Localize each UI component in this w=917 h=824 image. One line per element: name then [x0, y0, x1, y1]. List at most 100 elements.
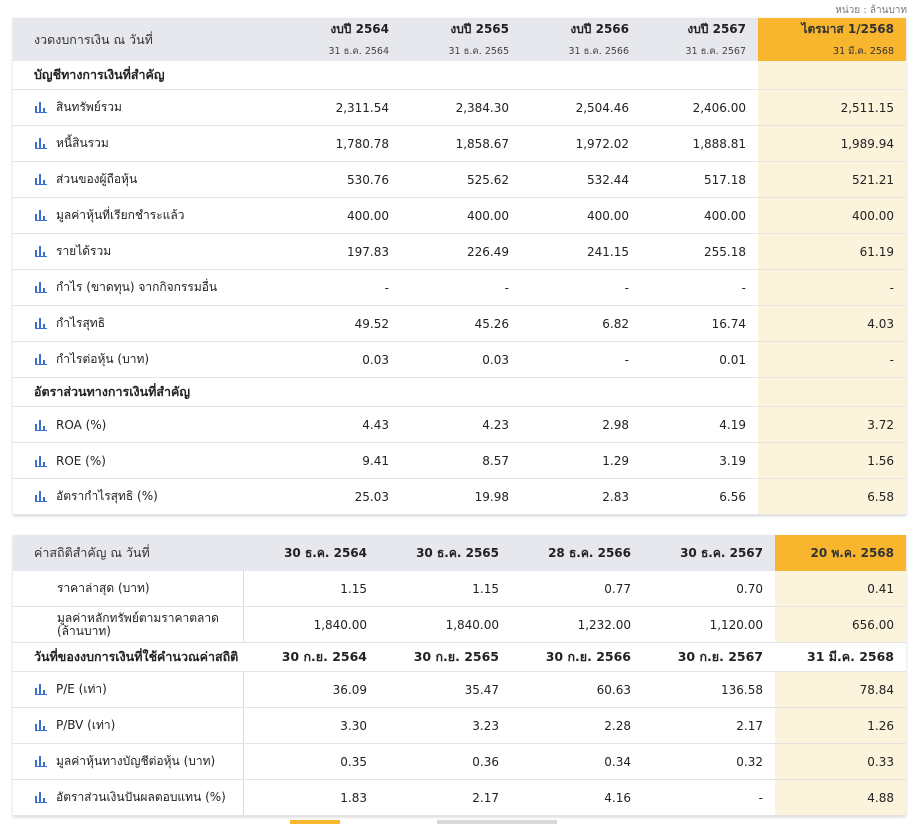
cell-value: 8.57: [401, 442, 521, 479]
cell-value: 1,840.00: [243, 606, 379, 643]
bar-chart-icon[interactable]: [35, 210, 49, 221]
table-row: ROA (%) 4.43 4.23 2.98 4.19 3.72: [13, 406, 906, 443]
statistics-header-row: ค่าสถิติสำคัญ ณ วันที่ 30 ธ.ค. 2564 30 ธ…: [13, 535, 906, 571]
stat-date-5: 20 พ.ค. 2568: [775, 535, 906, 571]
cell-value: 35.47: [379, 671, 511, 708]
cell-value: 1.29: [521, 442, 641, 479]
cell-value: 1,232.00: [511, 606, 643, 643]
cell-value: 656.00: [775, 606, 906, 643]
cell-value: 49.52: [279, 305, 401, 342]
cell-value: 241.15: [521, 233, 641, 270]
table-row: มูลค่าหุ้นทางบัญชีต่อหุ้น (บาท) 0.35 0.36 0…: [13, 743, 906, 780]
bar-chart-icon[interactable]: [35, 455, 49, 467]
cell-value: 2.17: [643, 707, 775, 744]
cell-value: 400.00: [641, 197, 758, 234]
table-row: มูลค่าหลักทรัพย์ตามราคาตลาด (ล้านบาท) 1,8…: [13, 606, 906, 643]
cell-value: 3.72: [758, 406, 906, 443]
cell-value: -: [643, 779, 775, 816]
period-header-label: งวดงบการเงิน ณ วันที่: [13, 18, 279, 61]
row-label: P/BV (เท่า): [56, 718, 116, 732]
cell-value: 0.33: [775, 743, 906, 780]
financial-rows: สินทรัพย์รวม 2,311.54 2,384.30 2,504.46 2,40…: [13, 89, 906, 378]
stat-rows-price: ราคาล่าสุด (บาท) 1.15 1.15 0.77 0.70 0.41 มูลค…: [13, 571, 906, 643]
table-row: มูลค่าหุ้นที่เรียกชำระแล้ว 400.00 400.00 40…: [13, 197, 906, 234]
cell-value: 2.98: [521, 406, 641, 443]
cell-value: 0.70: [643, 571, 775, 607]
table-row: P/E (เท่า) 36.09 35.47 60.63 136.58 78.84: [13, 671, 906, 708]
cell-value: 3.19: [641, 442, 758, 479]
table-row: รายได้รวม 197.83 226.49 241.15 255.18 61.19: [13, 233, 906, 270]
bar-chart-icon[interactable]: [35, 318, 49, 329]
bar-chart-icon[interactable]: [35, 246, 49, 257]
cell-value: 530.76: [279, 161, 401, 198]
row-label: ROA (%): [56, 417, 107, 432]
row-label: หนี้สินรวม: [56, 136, 109, 150]
cell-value: 400.00: [758, 197, 906, 234]
cell-value: 400.00: [401, 197, 521, 234]
table-row: กำไร (ขาดทุน) จากกิจกรรมอื่น - - - - -: [13, 269, 906, 306]
cell-value: 0.01: [641, 341, 758, 378]
cell-value: 9.41: [279, 442, 401, 479]
cell-value: 525.62: [401, 161, 521, 198]
cell-value: 255.18: [641, 233, 758, 270]
bar-chart-icon[interactable]: [35, 354, 49, 365]
stat-date-4: 30 ธ.ค. 2567: [643, 535, 775, 571]
cell-value: 2.17: [379, 779, 511, 816]
table-row: กำไรสุทธิ 49.52 45.26 6.82 16.74 4.03: [13, 305, 906, 342]
row-label: ส่วนของผู้ถือหุ้น: [56, 172, 138, 186]
bar-chart-icon[interactable]: [35, 720, 49, 731]
cell-value: -: [401, 269, 521, 306]
period-col-2: งบปี 2565 31 ธ.ค. 2565: [401, 18, 521, 61]
cell-value: -: [521, 269, 641, 306]
stat-date-2: 30 ธ.ค. 2565: [379, 535, 511, 571]
section-financial-accounts: บัญชีทางการเงินที่สำคัญ: [13, 61, 906, 90]
bar-chart-icon[interactable]: [35, 282, 49, 293]
cell-value: 3.30: [243, 707, 379, 744]
bar-chart-icon[interactable]: [35, 138, 49, 149]
cell-value: 0.03: [279, 341, 401, 378]
cell-value: 0.32: [643, 743, 775, 780]
cell-value: 517.18: [641, 161, 758, 198]
row-label: ราคาล่าสุด (บาท): [57, 581, 150, 595]
row-label: มูลค่าหุ้นทางบัญชีต่อหุ้น (บาท): [56, 754, 216, 768]
cell-value: 3.23: [379, 707, 511, 744]
cell-value: 1,780.78: [279, 125, 401, 162]
bar-chart-icon[interactable]: [35, 684, 49, 695]
financial-header-row: งวดงบการเงิน ณ วันที่ งบปี 2564 31 ธ.ค. 2…: [13, 18, 906, 61]
table-row: P/BV (เท่า) 3.30 3.23 2.28 2.17 1.26: [13, 707, 906, 744]
cell-value: 2,504.46: [521, 89, 641, 126]
table-row: อัตราส่วนเงินปันผลตอบแทน (%) 1.83 2.17 4.16…: [13, 779, 906, 816]
stat-rows-ratios: P/E (เท่า) 36.09 35.47 60.63 136.58 78.84 P/BV…: [13, 671, 906, 816]
cell-value: 521.21: [758, 161, 906, 198]
cell-value: 0.35: [243, 743, 379, 780]
bar-chart-icon[interactable]: [35, 174, 49, 185]
row-label: สินทรัพย์รวม: [56, 100, 122, 114]
bar-chart-icon[interactable]: [35, 102, 49, 113]
cell-value: 78.84: [775, 671, 906, 708]
cell-value: 2,511.15: [758, 89, 906, 126]
cell-value: 1.15: [243, 571, 379, 607]
unit-label: หน่วย : ล้านบาท: [835, 5, 907, 16]
cell-value: 4.03: [758, 305, 906, 342]
bar-chart-icon[interactable]: [35, 491, 49, 502]
period-col-3: งบปี 2566 31 ธ.ค. 2566: [521, 18, 641, 61]
bar-chart-icon[interactable]: [35, 792, 49, 803]
cell-value: 1,972.02: [521, 125, 641, 162]
cell-value: 0.36: [379, 743, 511, 780]
cell-value: 0.03: [401, 341, 521, 378]
cell-value: 60.63: [511, 671, 643, 708]
table-row: สินทรัพย์รวม 2,311.54 2,384.30 2,504.46 2,40…: [13, 89, 906, 126]
cell-value: 4.23: [401, 406, 521, 443]
financial-statement-table: งวดงบการเงิน ณ วันที่ งบปี 2564 31 ธ.ค. 2…: [13, 18, 906, 515]
cell-value: 4.88: [775, 779, 906, 816]
table-row: ROE (%) 9.41 8.57 1.29 3.19 1.56: [13, 442, 906, 479]
stat-date-3: 28 ธ.ค. 2566: [511, 535, 643, 571]
bar-chart-icon[interactable]: [35, 419, 49, 431]
row-label: กำไรสุทธิ: [56, 316, 106, 330]
cell-value: 6.58: [758, 478, 906, 515]
cell-value: 400.00: [521, 197, 641, 234]
row-label: อัตราส่วนเงินปันผลตอบแทน (%): [56, 790, 226, 804]
bar-chart-icon[interactable]: [35, 756, 49, 767]
cell-value: 1,989.94: [758, 125, 906, 162]
table-row: ราคาล่าสุด (บาท) 1.15 1.15 0.77 0.70 0.41: [13, 571, 906, 607]
